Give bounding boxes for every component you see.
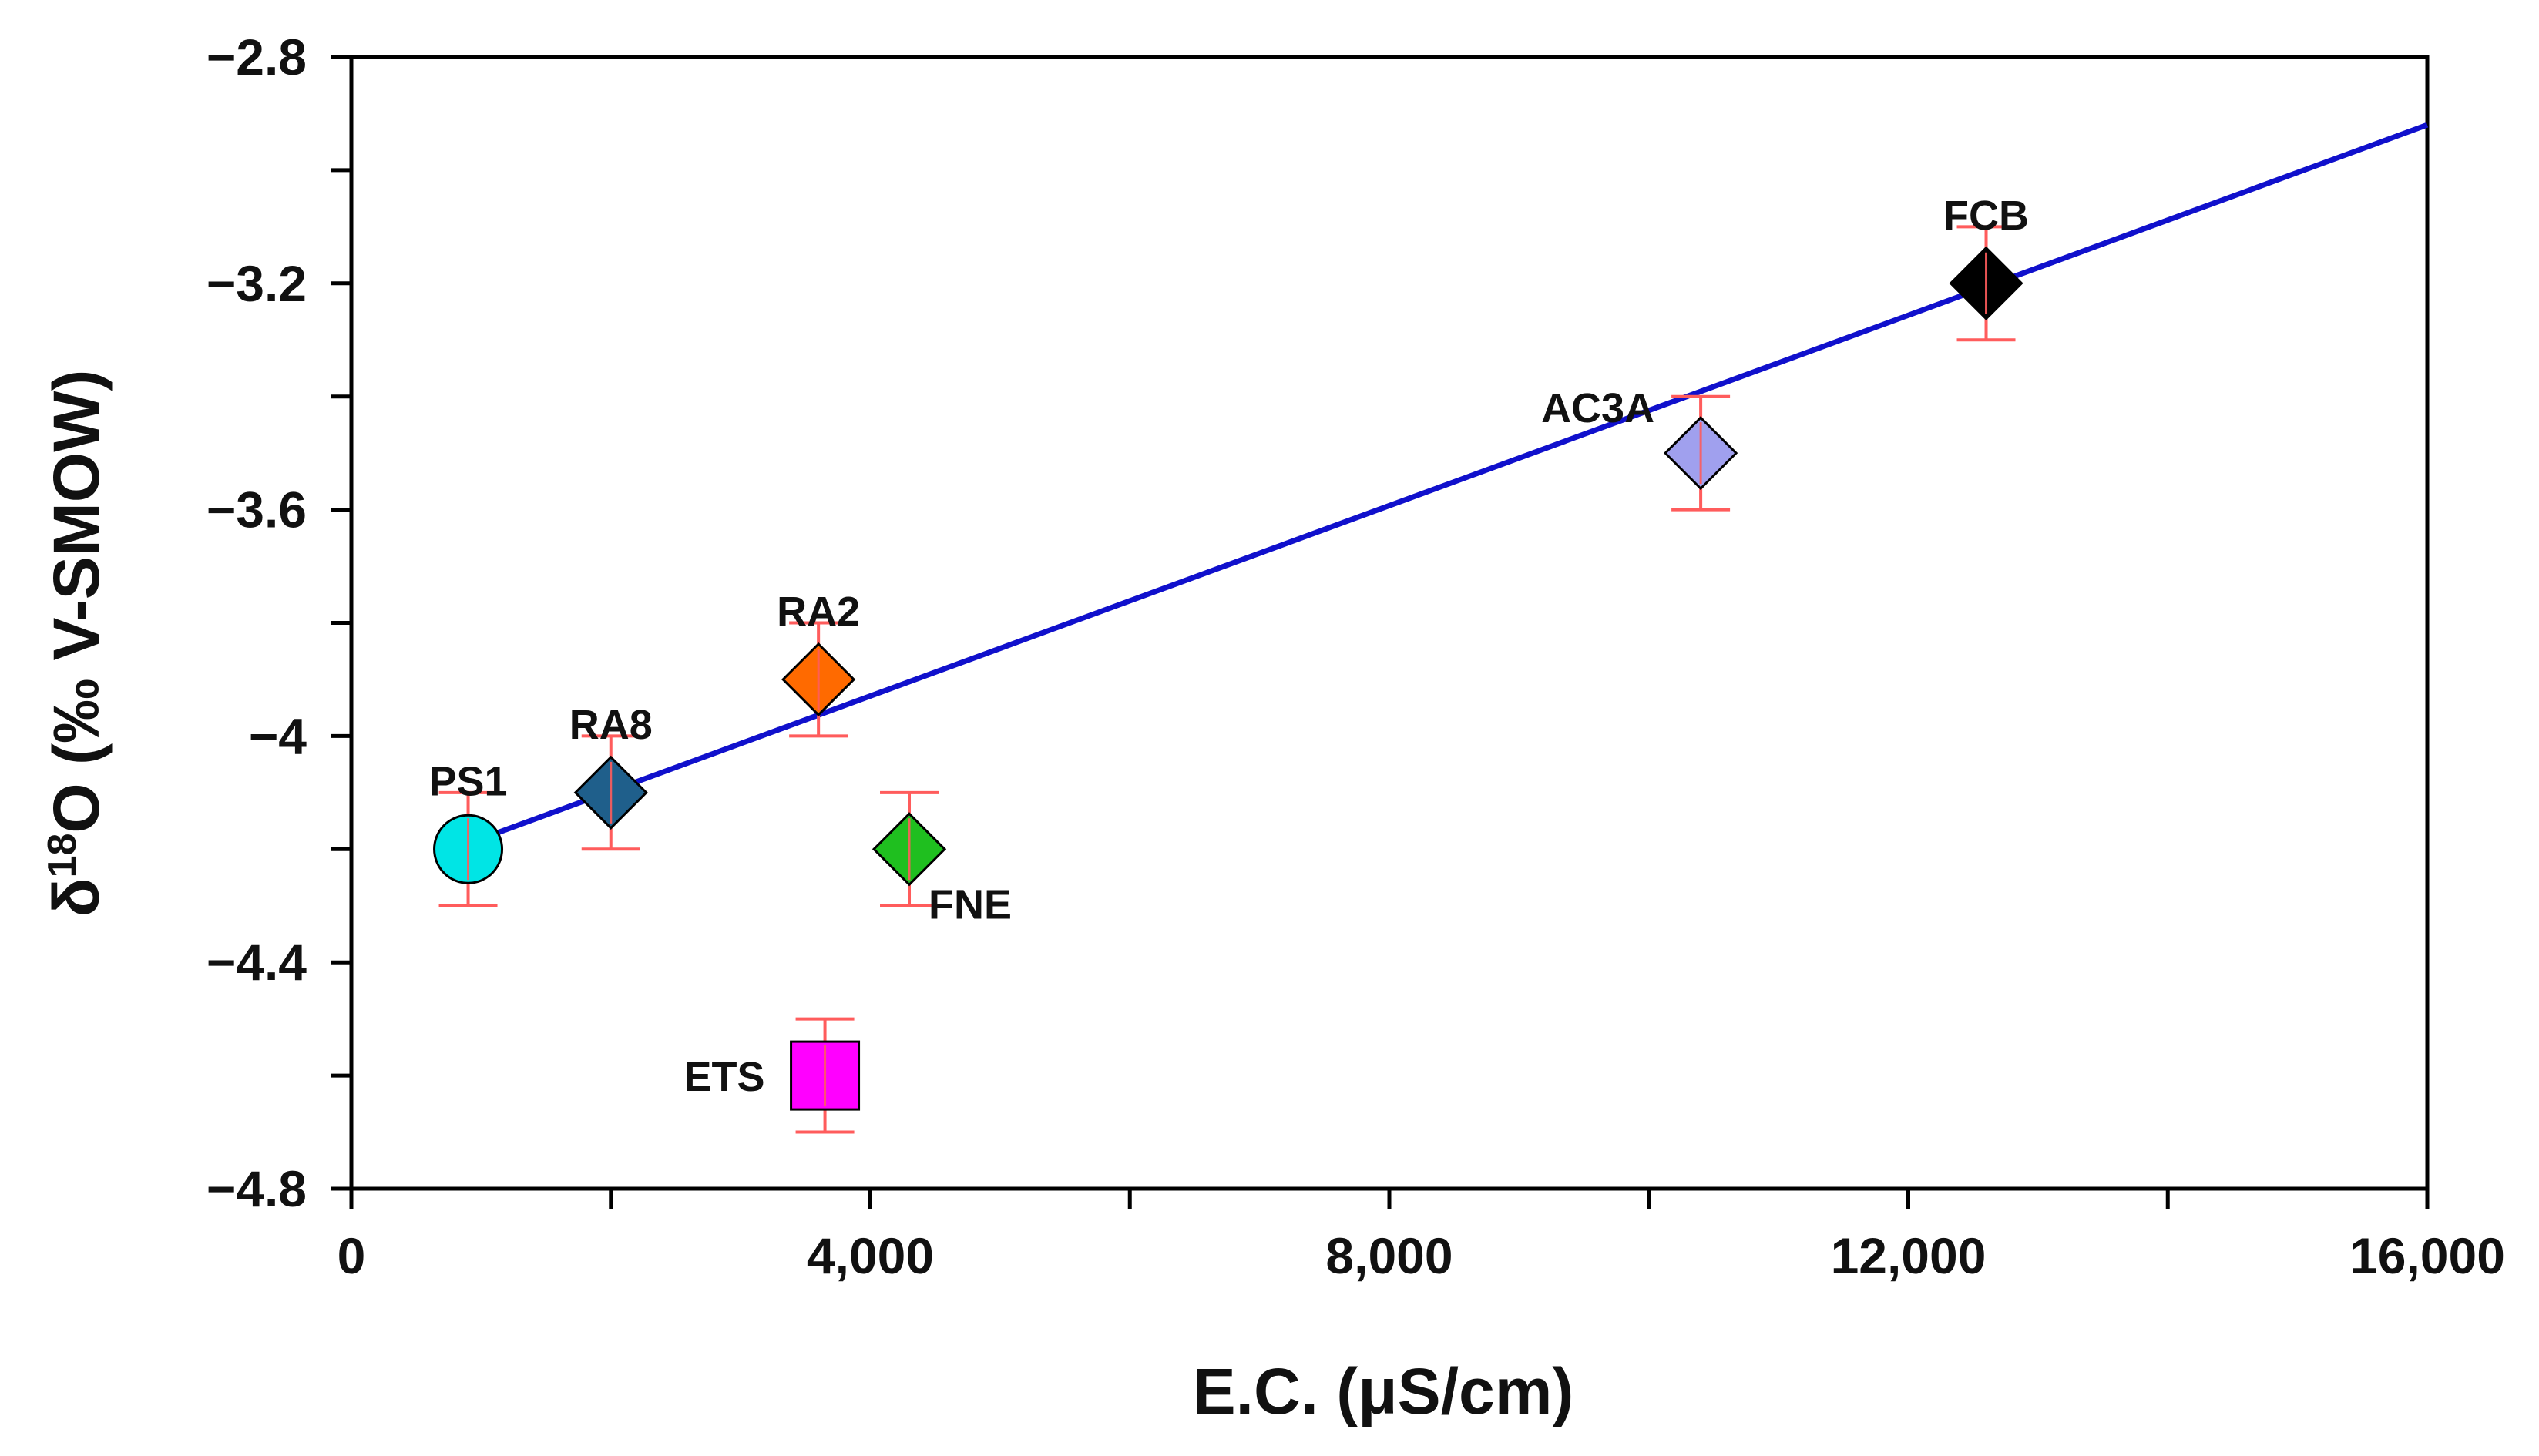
y-tick-label: −4 bbox=[249, 707, 307, 764]
y-axis-title-superscript: 18 bbox=[40, 834, 85, 878]
point-label-ra2: RA2 bbox=[777, 589, 860, 635]
y-axis-title-prefix: δ bbox=[40, 877, 113, 917]
y-tick-label: −3.2 bbox=[207, 255, 307, 312]
point-label-fne: FNE bbox=[929, 881, 1012, 928]
x-tick-label: 16,000 bbox=[2349, 1227, 2505, 1284]
point-label-ra8: RA8 bbox=[569, 702, 653, 748]
y-axis-title: δ18O (‰ V-SMOW) bbox=[40, 370, 113, 918]
marker-layer bbox=[433, 246, 2023, 1111]
y-tick-label: −2.8 bbox=[207, 29, 307, 86]
y-tick-label: −4.4 bbox=[207, 934, 307, 991]
x-tick-label: 8,000 bbox=[1325, 1227, 1453, 1284]
point-label-ets: ETS bbox=[684, 1054, 765, 1100]
label-layer: PS1 RA8 RA2 FNE ETS AC3A FCB bbox=[428, 193, 2029, 1100]
x-tick-label: 12,000 bbox=[1831, 1227, 1987, 1284]
plot-frame bbox=[349, 55, 2430, 1191]
point-label-ps1: PS1 bbox=[428, 758, 507, 804]
point-label-fcb: FCB bbox=[1943, 193, 2029, 239]
point-label-ac3a: AC3A bbox=[1541, 385, 1654, 431]
y-axis-title-rest: O (‰ V-SMOW) bbox=[40, 370, 113, 834]
axes-layer: 0 4,000 8,000 12,000 16,000 −2.8 −3.2 −3.6 −4 −4.… bbox=[207, 29, 2505, 1284]
x-tick-label: 4,000 bbox=[807, 1227, 934, 1284]
x-tick-label: 0 bbox=[338, 1227, 366, 1284]
regression-line bbox=[467, 122, 2429, 847]
y-tick-label: −3.6 bbox=[207, 481, 307, 538]
errorbar-layer bbox=[438, 225, 2016, 1134]
y-tick-label: −4.8 bbox=[207, 1160, 307, 1217]
fit-line-layer bbox=[467, 122, 2429, 847]
x-axis-title: E.C. (μS/cm) bbox=[1193, 1355, 1574, 1427]
